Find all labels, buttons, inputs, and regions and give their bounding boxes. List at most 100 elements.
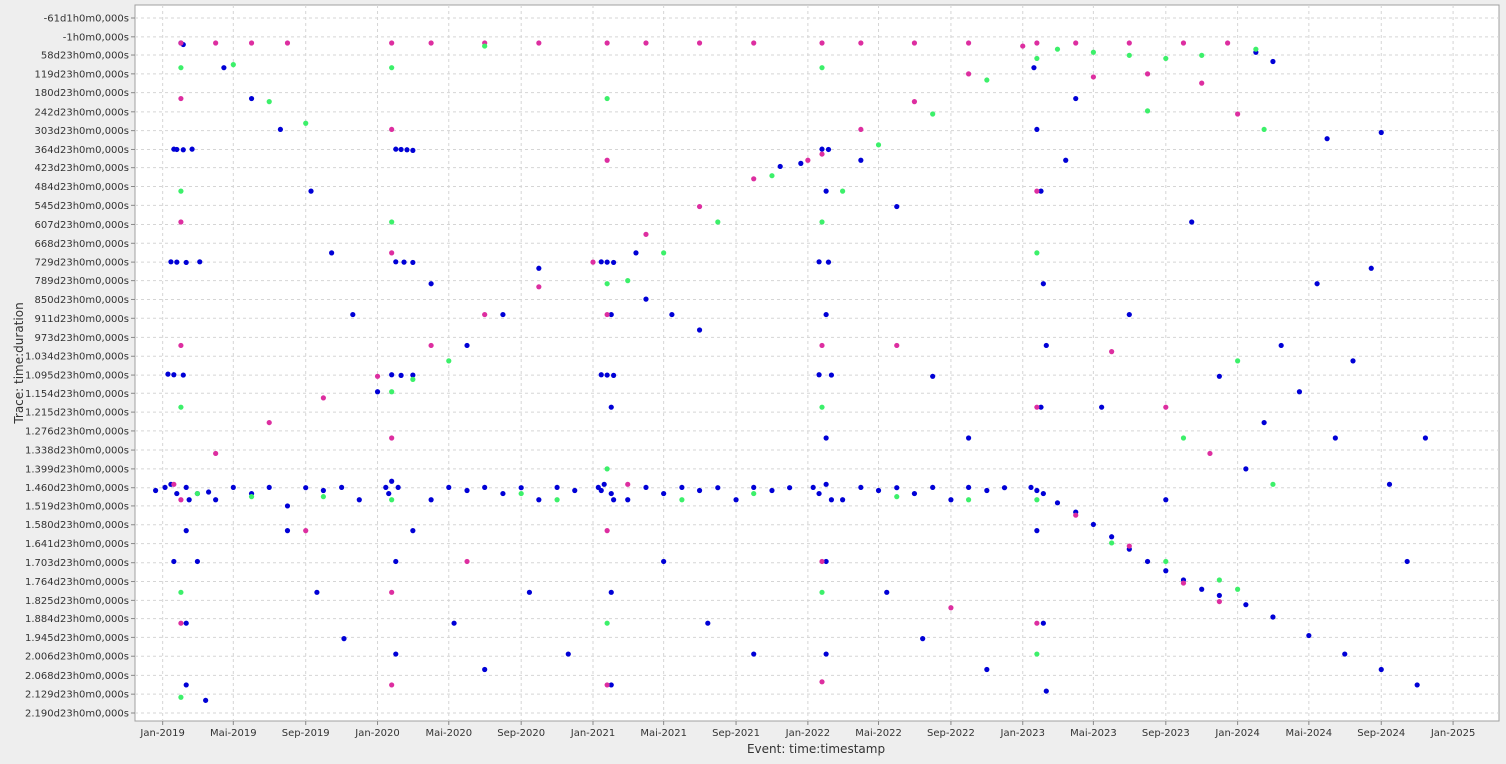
data-point bbox=[819, 342, 825, 349]
data-point bbox=[1109, 540, 1115, 546]
data-point bbox=[823, 651, 829, 657]
data-point bbox=[751, 40, 757, 46]
data-point bbox=[329, 250, 335, 256]
data-point bbox=[356, 497, 362, 503]
data-point bbox=[604, 259, 610, 265]
y-tick-label: 1.884d23h0m0,000s bbox=[25, 614, 129, 625]
data-point bbox=[1278, 342, 1284, 349]
data-point bbox=[482, 666, 488, 673]
data-point bbox=[769, 173, 775, 179]
data-point bbox=[1034, 188, 1040, 194]
data-point bbox=[1054, 500, 1061, 506]
x-tick-label: Mai-2024 bbox=[1286, 728, 1333, 739]
data-point bbox=[178, 342, 184, 349]
data-point bbox=[554, 484, 560, 491]
data-point bbox=[965, 484, 972, 491]
data-point bbox=[611, 497, 617, 503]
data-point bbox=[266, 99, 272, 105]
data-point bbox=[178, 404, 184, 410]
data-point bbox=[1243, 602, 1249, 608]
data-point bbox=[1144, 558, 1151, 565]
data-point bbox=[1414, 682, 1420, 688]
data-point bbox=[930, 111, 936, 117]
data-point bbox=[178, 188, 184, 194]
data-point bbox=[1270, 58, 1276, 65]
data-point bbox=[604, 620, 610, 626]
data-point bbox=[1404, 558, 1410, 565]
data-point bbox=[751, 484, 757, 491]
data-point bbox=[1040, 490, 1046, 497]
y-tick-label: 1.154d23h0m0,000s bbox=[25, 389, 129, 400]
data-point bbox=[536, 265, 542, 271]
data-point bbox=[911, 490, 918, 497]
data-point bbox=[1253, 46, 1259, 52]
data-point bbox=[180, 372, 186, 378]
data-point bbox=[428, 281, 434, 287]
data-point bbox=[858, 484, 864, 491]
data-point bbox=[572, 487, 578, 494]
data-point bbox=[805, 157, 811, 163]
y-tick-label: 242d23h0m0,000s bbox=[35, 107, 129, 118]
x-tick-label: Mai-2023 bbox=[1070, 728, 1117, 739]
data-point bbox=[819, 589, 825, 595]
data-point bbox=[398, 146, 404, 153]
data-point bbox=[816, 372, 822, 378]
data-point bbox=[1020, 43, 1026, 49]
data-point bbox=[1163, 497, 1169, 503]
data-point bbox=[1034, 404, 1040, 410]
data-point bbox=[823, 435, 829, 441]
data-point bbox=[1034, 528, 1040, 534]
data-point bbox=[320, 395, 326, 401]
data-point bbox=[920, 636, 926, 642]
data-point bbox=[1199, 80, 1205, 86]
y-tick-label: 1.519d23h0m0,000s bbox=[25, 501, 129, 512]
data-point bbox=[930, 484, 936, 491]
data-point bbox=[1163, 404, 1169, 410]
data-point bbox=[374, 389, 381, 395]
data-point bbox=[608, 311, 614, 318]
data-point bbox=[1109, 349, 1115, 355]
data-point bbox=[601, 481, 607, 487]
data-point bbox=[1243, 466, 1249, 472]
data-point bbox=[186, 497, 192, 503]
data-point bbox=[183, 620, 189, 626]
data-point bbox=[819, 558, 825, 565]
data-point bbox=[183, 682, 189, 688]
data-point bbox=[393, 259, 399, 265]
x-tick-label: Jan-2025 bbox=[1430, 728, 1475, 739]
data-point bbox=[1199, 586, 1205, 592]
data-point bbox=[661, 490, 667, 497]
data-point bbox=[733, 497, 739, 503]
data-point bbox=[828, 497, 835, 503]
data-point bbox=[1043, 342, 1049, 349]
data-point bbox=[1235, 358, 1241, 364]
data-point bbox=[1216, 598, 1222, 605]
data-point bbox=[536, 40, 542, 46]
y-tick-label: 1.034d23h0m0,000s bbox=[25, 352, 129, 363]
data-point bbox=[389, 250, 395, 256]
y-tick-label: 303d23h0m0,000s bbox=[35, 126, 129, 137]
y-tick-label: 58d23h0m0,000s bbox=[41, 51, 129, 62]
x-tick-label: Sep-2024 bbox=[1357, 728, 1405, 739]
data-point bbox=[858, 40, 864, 46]
data-point bbox=[823, 558, 829, 565]
y-tick-label: 423d23h0m0,000s bbox=[35, 163, 129, 174]
data-point bbox=[608, 404, 614, 410]
plot-area bbox=[134, 4, 1500, 722]
x-tick-label: Sep-2020 bbox=[497, 728, 545, 739]
data-point bbox=[428, 497, 434, 503]
data-point bbox=[303, 120, 309, 126]
data-point bbox=[1034, 487, 1040, 494]
data-point bbox=[1296, 389, 1303, 395]
data-point bbox=[183, 528, 189, 534]
data-point bbox=[389, 40, 395, 46]
data-point bbox=[203, 697, 209, 703]
data-point bbox=[696, 40, 703, 46]
data-point bbox=[669, 311, 675, 318]
data-point bbox=[1144, 71, 1151, 77]
data-point bbox=[162, 484, 168, 491]
data-point bbox=[197, 259, 203, 265]
data-point bbox=[1332, 435, 1338, 441]
y-tick-label: 1.641d23h0m0,000s bbox=[25, 539, 129, 550]
data-point bbox=[1038, 404, 1044, 410]
